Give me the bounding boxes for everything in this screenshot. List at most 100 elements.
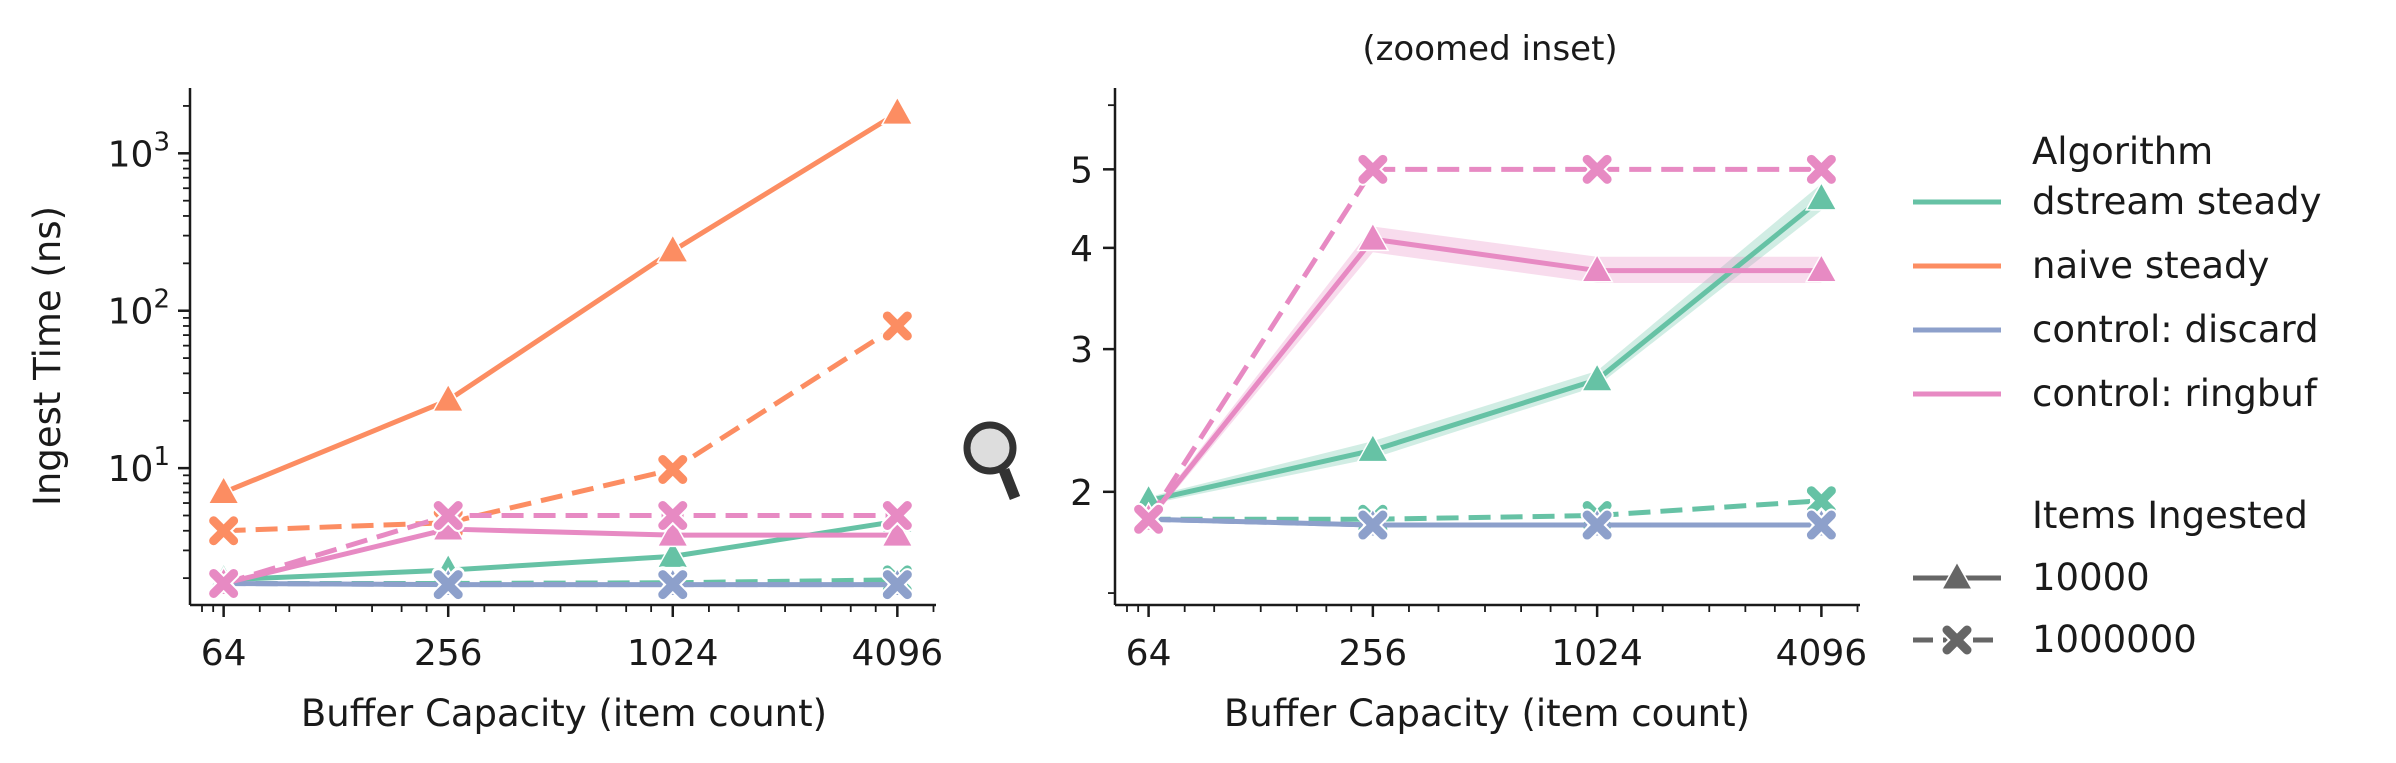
- data-point: [656, 568, 690, 602]
- data-point: [1356, 432, 1390, 463]
- legend-label: 1000000: [2032, 618, 2197, 661]
- legend-algorithm-entries: dstream steady naive steady control: disca…: [1913, 180, 2322, 415]
- x-marker-stroke: [882, 500, 912, 530]
- x-marker-stroke: [433, 570, 463, 600]
- y-tick-base: 10: [108, 134, 154, 175]
- data-point: [656, 498, 690, 532]
- legend-label: 10000: [2032, 556, 2150, 599]
- x-marker-stroke: [1806, 510, 1836, 540]
- x-marker-stroke: [1134, 504, 1164, 534]
- data-point: [1356, 221, 1390, 252]
- y-tick-exponent: 3: [153, 127, 170, 157]
- y-tick-exponent: 1: [153, 442, 170, 472]
- x-marker-stroke: [658, 454, 688, 484]
- data-point: [207, 474, 241, 505]
- data-point: [880, 309, 914, 343]
- series-line: [1148, 516, 1822, 528]
- left-y-axis-label: Ingest Time (ns): [26, 206, 69, 506]
- data-point: [1580, 508, 1614, 542]
- data-point: [431, 568, 465, 602]
- y-tick-label: 102: [108, 285, 170, 333]
- x-tick-label: 64: [201, 633, 247, 674]
- series-control-ringbuf-1000000: [1132, 152, 1838, 536]
- data-point: [880, 498, 914, 532]
- data-point: [656, 517, 690, 548]
- data-point: [880, 517, 914, 548]
- series-line: [223, 323, 899, 534]
- data-point: [656, 233, 690, 263]
- right-axes: 64 256 1024 4096 2 3 4 5: [1070, 88, 1867, 674]
- x-marker-stroke: [209, 568, 239, 598]
- data-point: [880, 95, 914, 126]
- left-x-axis-label: Buffer Capacity (item count): [301, 692, 827, 735]
- y-tick-label: 4: [1070, 229, 1093, 270]
- x-marker-stroke: [1582, 510, 1612, 540]
- series-line: [1146, 236, 1822, 521]
- data-point: [1804, 484, 1838, 518]
- series-line: [223, 526, 898, 586]
- x-tick-label: 64: [1126, 633, 1172, 674]
- legend-items-title: Items Ingested: [2032, 494, 2308, 537]
- left-series: [207, 95, 914, 602]
- legend: Algorithm dstream steady naive steady cont…: [1913, 130, 2322, 661]
- series-line: [1146, 166, 1822, 521]
- series-line: [1148, 196, 1823, 504]
- series-line: [223, 580, 898, 588]
- y-tick-label: 5: [1070, 150, 1093, 191]
- legend-label: naive steady: [2032, 244, 2269, 287]
- y-tick-label: 3: [1070, 330, 1093, 371]
- x-tick-label: 1024: [627, 633, 719, 674]
- series-naive-steady-1000000: [207, 309, 914, 548]
- x-tick-label: 1024: [1551, 633, 1643, 674]
- magnifier-icon: [963, 421, 1021, 501]
- data-point: [207, 566, 241, 600]
- x-marker-stroke: [1358, 510, 1388, 540]
- data-point: [1804, 508, 1838, 542]
- legend-marker: [1940, 623, 1974, 657]
- data-point: [207, 514, 241, 548]
- series-line: [222, 111, 899, 495]
- y-tick-label: 2: [1070, 473, 1093, 514]
- legend-label: dstream steady: [2032, 180, 2322, 223]
- data-point: [1580, 253, 1614, 283]
- y-tick-base: 10: [108, 292, 154, 333]
- x-tick-label: 256: [1338, 633, 1407, 674]
- data-point: [1580, 152, 1614, 186]
- y-tick-label: 101: [108, 442, 170, 490]
- right-x-axis-label: Buffer Capacity (item count): [1224, 692, 1750, 735]
- data-point: [1804, 152, 1838, 186]
- x-marker-stroke: [1942, 625, 1972, 655]
- x-tick-label: 4096: [1776, 633, 1868, 674]
- right-series: [1132, 152, 1838, 542]
- series-dstream-steady-10000: [1132, 181, 1838, 513]
- series-control-ringbuf-10000: [1132, 221, 1838, 532]
- data-point: [1804, 181, 1838, 211]
- legend-label: control: discard: [2032, 308, 2319, 351]
- right-panel-title: (zoomed inset): [1362, 29, 1617, 69]
- y-tick-exponent: 2: [153, 285, 170, 315]
- legend-items-entries: 10000 1000000: [1913, 556, 2197, 661]
- legend-algorithm-title: Algorithm: [2032, 130, 2213, 173]
- data-point: [431, 498, 465, 532]
- x-marker-stroke: [1582, 154, 1612, 184]
- ci-band-dstream-steady: [1148, 183, 1822, 505]
- x-marker-stroke: [658, 570, 688, 600]
- series-line: [223, 518, 898, 583]
- data-point: [1804, 253, 1838, 283]
- legend-entry-control-discard: control: discard: [1913, 308, 2319, 351]
- legend-entry-naive-steady: naive steady: [1913, 244, 2269, 287]
- data-point: [1580, 362, 1614, 392]
- data-point: [431, 382, 465, 413]
- x-marker-stroke: [433, 500, 463, 530]
- series-dstream-steady-10000: [207, 503, 914, 592]
- x-marker-stroke: [882, 311, 912, 341]
- x-marker-stroke: [1806, 486, 1836, 516]
- x-marker-stroke: [209, 516, 239, 546]
- data-point: [1132, 502, 1166, 536]
- x-tick-label: 256: [414, 633, 483, 674]
- data-point: [656, 452, 690, 486]
- data-point: [880, 568, 914, 602]
